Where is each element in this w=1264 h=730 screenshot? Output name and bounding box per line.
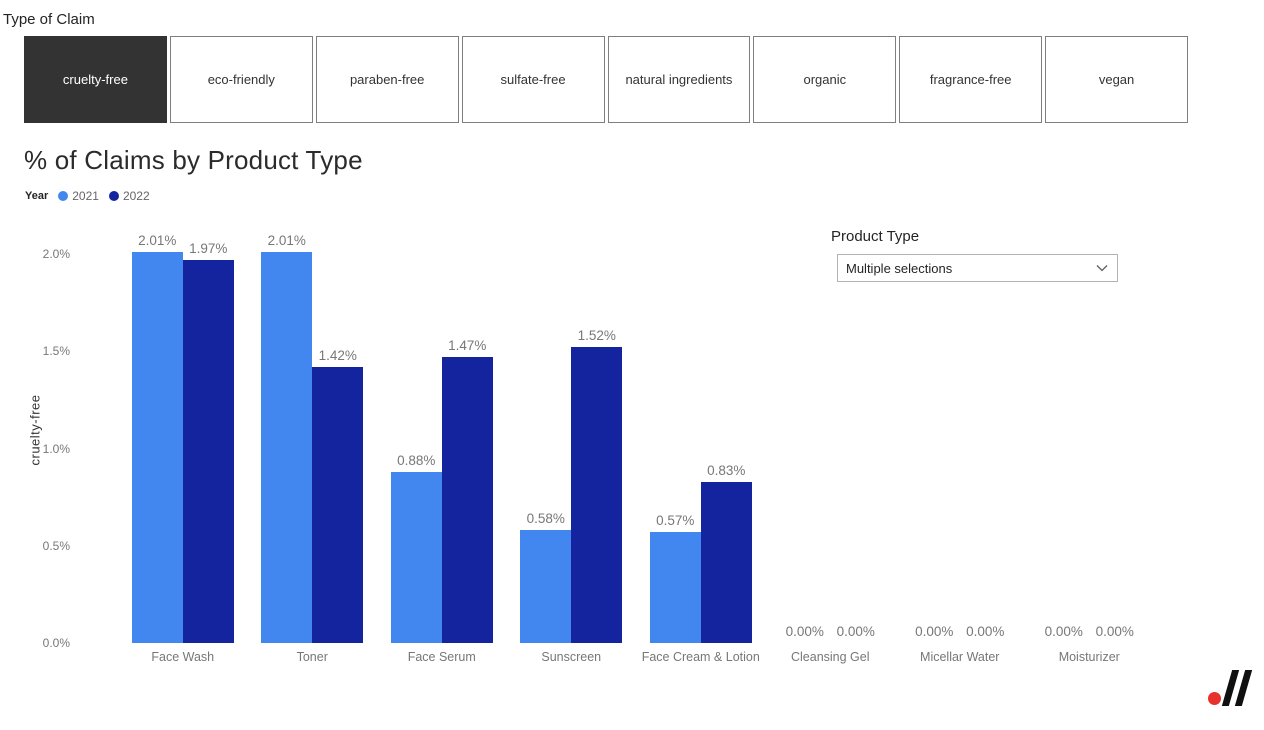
filter-bar-title: Type of Claim	[3, 11, 95, 28]
data-label: 2.01%	[267, 233, 306, 249]
chart-title: % of Claims by Product Type	[24, 145, 363, 175]
data-label: 0.57%	[656, 513, 695, 529]
logo-dot	[1208, 692, 1221, 705]
bar-2021[interactable]: 2.01%	[131, 233, 183, 643]
legend-item-2021: 2021	[58, 189, 99, 203]
filter-button-organic[interactable]: organic	[753, 36, 897, 123]
bar-group-Face-Wash: 2.01% 1.97% Face Wash	[118, 220, 248, 664]
data-label: 1.42%	[318, 347, 357, 363]
y-axis-tick-label: 1.0%	[42, 441, 70, 456]
legend-series-name: 2022	[122, 189, 150, 203]
filter-button-eco-friendly[interactable]: eco-friendly	[169, 36, 313, 123]
chart-legend: Year 2021 2022	[25, 188, 150, 204]
y-axis-tick-label: 1.5%	[42, 344, 70, 359]
bar-2022[interactable]: 1.97%	[182, 241, 234, 643]
x-axis-category-label: Toner	[296, 650, 328, 664]
x-axis-category-label: Moisturizer	[1058, 650, 1120, 664]
x-axis-category-label: Cleansing Gel	[790, 650, 870, 664]
data-label: 0.00%	[966, 624, 1005, 639]
bar-2022[interactable]: 1.47%	[441, 338, 493, 643]
x-axis-category-label: Face Cream & Lotion	[641, 650, 760, 664]
data-label: 1.47%	[448, 338, 487, 354]
legend-dot-icon	[58, 191, 69, 201]
bar-group-Moisturizer: 0.00% 0.00% Moisturizer	[1025, 220, 1155, 664]
data-label: 1.97%	[189, 240, 228, 256]
bar-2022[interactable]: 1.52%	[571, 328, 623, 643]
bar-chart-plot-area: 2.01% 1.97% Face Wash 2.01% 1.42% Toner 0.88% 1…	[118, 220, 1155, 664]
data-label: 2.01%	[138, 233, 177, 249]
x-axis-category-label: Micellar Water	[920, 650, 1000, 664]
bar-group-Sunscreen: 0.58% 1.52% Sunscreen	[507, 220, 637, 664]
data-label: 0.00%	[1095, 624, 1134, 639]
slicer-title: Product Type	[831, 228, 920, 245]
legend-title: Year	[25, 190, 49, 202]
chevron-down-icon	[1096, 265, 1108, 272]
bar-group-Toner: 2.01% 1.42% Toner	[248, 220, 378, 664]
bar-group-Face-Serum: 0.88% 1.47% Face Serum	[377, 220, 507, 664]
filter-button-natural-ingredients[interactable]: natural ingredients	[607, 36, 751, 123]
data-label: 0.00%	[1044, 624, 1083, 639]
legend-items: 2021 2022	[58, 189, 150, 203]
data-label: 0.00%	[836, 624, 875, 639]
legend-dot-icon	[108, 191, 119, 201]
filter-button-vegan[interactable]: vegan	[1045, 36, 1188, 123]
dropdown-selected-value: Multiple selections	[846, 260, 953, 276]
filter-button-cruelty-free[interactable]: cruelty-free	[24, 36, 167, 123]
data-label: 0.88%	[397, 452, 436, 468]
y-axis-tick-label: 0.5%	[42, 538, 70, 553]
x-axis-category-label: Face Wash	[151, 650, 215, 664]
bar-2021[interactable]: 2.01%	[261, 233, 313, 643]
bar-2022[interactable]: 0.83%	[700, 463, 752, 643]
legend-item-2022: 2022	[108, 189, 150, 203]
product-type-dropdown[interactable]: Multiple selections	[837, 254, 1118, 282]
data-label: 1.52%	[577, 328, 616, 344]
filter-button-sulfate-free[interactable]: sulfate-free	[461, 36, 605, 123]
data-label: 0.00%	[785, 624, 824, 639]
data-label: 0.58%	[526, 511, 565, 527]
filter-button-paraben-free[interactable]: paraben-free	[315, 36, 459, 123]
bar-group-Micellar-Water: 0.00% 0.00% Micellar Water	[895, 220, 1025, 664]
x-axis-category-label: Face Serum	[407, 650, 476, 664]
bar-2022[interactable]: 1.42%	[312, 348, 364, 643]
x-axis-category-label: Sunscreen	[541, 650, 602, 664]
bar-2021[interactable]: 0.58%	[520, 511, 572, 643]
bar-2021[interactable]: 0.57%	[649, 513, 701, 643]
data-label: 0.00%	[915, 624, 954, 639]
brand-logo	[1205, 666, 1257, 712]
filter-button-fragrance-free[interactable]: fragrance-free	[899, 36, 1043, 123]
y-axis-tick-label: 2.0%	[42, 247, 70, 261]
bar-group-Cleansing-Gel: 0.00% 0.00% Cleansing Gel	[766, 220, 896, 664]
y-axis-tick-label: 0.0%	[42, 636, 70, 650]
bar-2021[interactable]: 0.88%	[390, 453, 442, 643]
data-label: 0.83%	[707, 462, 746, 478]
claim-filter-bar: cruelty-free eco-friendly paraben-free sulf…	[24, 36, 1188, 123]
legend-series-name: 2021	[72, 189, 99, 203]
bar-group-Face-Cream-and-Lotion: 0.57% 0.83% Face Cream & Lotion	[636, 220, 766, 664]
y-axis-ticks: 0.0% 0.5% 1.0% 1.5% 2.0%	[28, 220, 70, 650]
